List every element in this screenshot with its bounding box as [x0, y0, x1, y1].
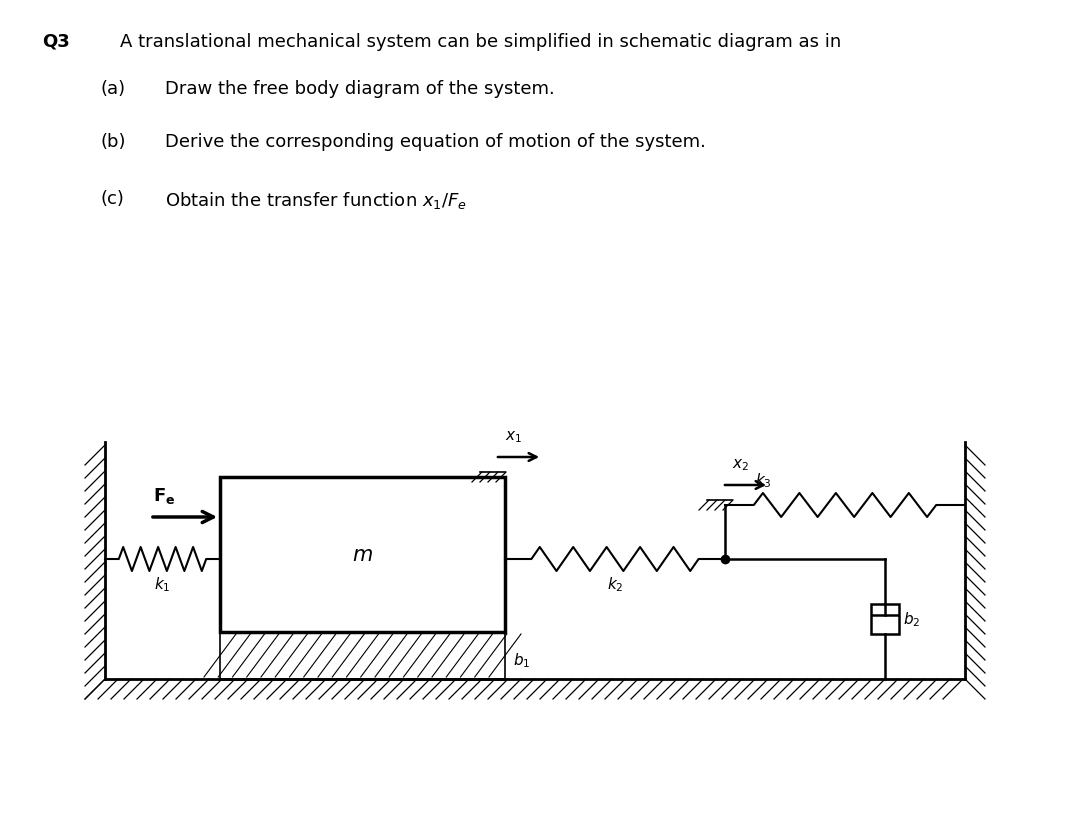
Text: (b): (b): [100, 133, 125, 151]
Bar: [220, 477, 505, 632]
Bar: [870, 605, 899, 634]
Text: $x_1$: $x_1$: [505, 428, 522, 444]
Text: $k_2$: $k_2$: [607, 574, 623, 593]
Text: (c): (c): [100, 189, 124, 208]
Text: A translational mechanical system can be simplified in schematic diagram as in: A translational mechanical system can be…: [120, 33, 841, 51]
Text: $k_3$: $k_3$: [755, 471, 772, 490]
Text: $b_2$: $b_2$: [903, 610, 920, 629]
Text: $k_1$: $k_1$: [154, 574, 171, 593]
Text: m: m: [352, 545, 373, 565]
Text: $x_2$: $x_2$: [732, 457, 750, 472]
Text: $b_1$: $b_1$: [513, 651, 530, 669]
Text: $\mathbf{F_e}$: $\mathbf{F_e}$: [153, 485, 175, 505]
Text: Obtain the transfer function $x_1/F_e$: Obtain the transfer function $x_1/F_e$: [165, 189, 467, 211]
Text: (a): (a): [100, 80, 125, 98]
Text: Draw the free body diagram of the system.: Draw the free body diagram of the system…: [165, 80, 555, 98]
Text: Derive the corresponding equation of motion of the system.: Derive the corresponding equation of mot…: [165, 133, 706, 151]
Text: Q3: Q3: [42, 33, 70, 51]
